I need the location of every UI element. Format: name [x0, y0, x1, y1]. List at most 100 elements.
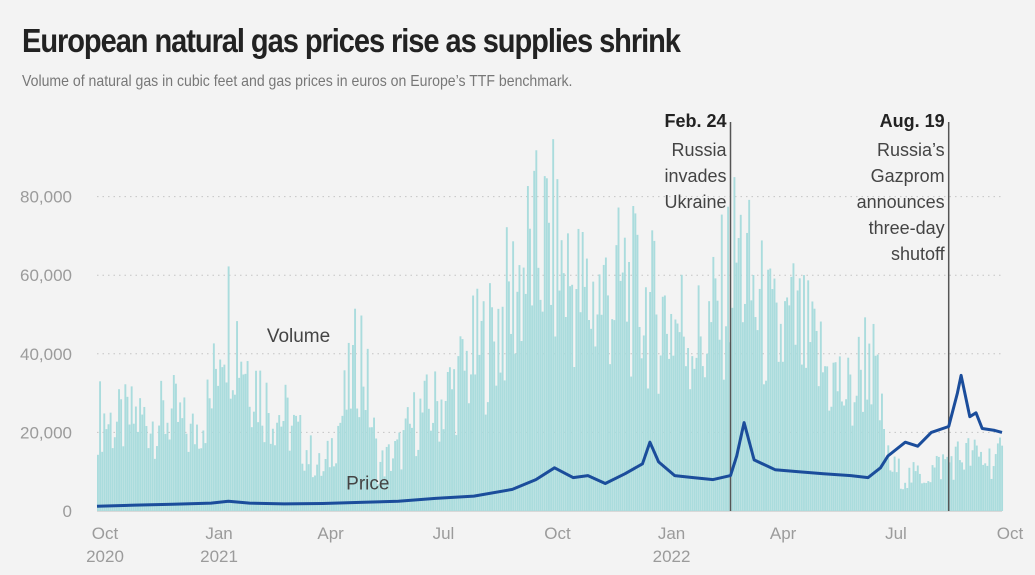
- volume-bar: [153, 458, 156, 511]
- volume-bar: [590, 328, 593, 511]
- volume-bar: [727, 206, 730, 511]
- volume-bar: [910, 482, 913, 511]
- volume-bar: [301, 463, 304, 511]
- volume-bar: [495, 385, 498, 511]
- volume-bar: [282, 420, 285, 511]
- volume-bar: [902, 489, 904, 511]
- volume-bar: [607, 295, 609, 511]
- volume-bar: [973, 439, 976, 511]
- volume-bar: [309, 435, 312, 511]
- volume-bar: [274, 445, 276, 511]
- volume-bar: [518, 265, 521, 511]
- volume-bar: [261, 425, 264, 511]
- volume-bar: [697, 285, 700, 511]
- volume-bar: [912, 462, 915, 511]
- volume-bar: [328, 467, 331, 511]
- volume-bar: [929, 482, 932, 511]
- volume-bar: [990, 478, 993, 511]
- volume-bar: [862, 411, 864, 511]
- volume-bar: [97, 454, 99, 511]
- volume-bar: [828, 410, 831, 511]
- volume-bar: [149, 433, 152, 511]
- volume-bar: [482, 301, 485, 511]
- volume-bar: [448, 367, 451, 511]
- volume-bar: [883, 429, 886, 511]
- volume-bar: [442, 429, 445, 511]
- volume-bar: [918, 473, 921, 511]
- y-tick-label: 60,000: [20, 266, 72, 285]
- annotation-text-line: shutoff: [891, 244, 946, 264]
- volume-bar: [368, 427, 371, 511]
- volume-bar: [493, 341, 496, 511]
- volume-bar: [781, 361, 784, 511]
- volume-bar: [360, 315, 363, 511]
- volume-bar: [609, 364, 612, 511]
- volume-bar: [927, 481, 930, 511]
- volume-bar: [465, 350, 468, 511]
- volume-bar: [362, 386, 365, 511]
- volume-bar: [354, 308, 357, 511]
- volume-bar: [345, 409, 348, 511]
- volume-bar: [290, 425, 293, 511]
- volume-bar: [263, 442, 266, 511]
- volume-bar: [575, 289, 578, 511]
- volume-bar: [168, 439, 171, 511]
- volume-bar: [170, 408, 173, 511]
- volume-bar: [674, 319, 677, 511]
- volume-bar: [537, 267, 540, 511]
- volume-bar: [429, 430, 432, 511]
- volume-bar: [212, 343, 215, 511]
- volume-bar: [571, 284, 574, 511]
- volume-bar: [992, 466, 995, 511]
- volume-bar: [784, 301, 786, 511]
- volume-bar: [771, 289, 774, 511]
- volume-bar: [499, 372, 502, 511]
- x-tick-year: 2021: [200, 547, 238, 566]
- volume-bar: [158, 425, 161, 511]
- volume-bar: [105, 429, 108, 511]
- volume-bar: [878, 420, 881, 511]
- volume-bar: [463, 370, 466, 511]
- volume-bar: [358, 417, 361, 511]
- volume-bar: [383, 476, 386, 511]
- volume-bar: [250, 427, 253, 511]
- x-tick-label: Jul: [885, 524, 907, 543]
- volume-bar: [461, 339, 464, 511]
- volume-bar: [977, 456, 980, 511]
- volume-bar: [236, 321, 238, 511]
- volume-bar: [526, 186, 529, 512]
- volume-bar: [602, 264, 605, 511]
- volume-bar: [280, 426, 283, 511]
- volume-bar: [663, 295, 666, 511]
- volume-bar: [219, 359, 222, 511]
- volume-bar: [691, 356, 694, 511]
- volume-bar: [396, 439, 399, 511]
- volume-bar: [649, 292, 652, 511]
- volume-bar: [843, 405, 845, 511]
- volume-bar: [385, 446, 388, 511]
- volume-bar: [982, 464, 985, 511]
- volume-bar: [887, 445, 890, 511]
- volume-bar: [628, 261, 630, 511]
- volume-bar: [210, 408, 213, 511]
- volume-bar: [710, 322, 713, 511]
- volume-bar: [457, 356, 460, 511]
- volume-bar: [459, 336, 462, 511]
- volume-bar: [408, 423, 411, 511]
- volume-bar: [177, 421, 179, 511]
- volume-bar: [436, 401, 439, 511]
- volume-bar: [946, 456, 949, 511]
- volume-bar: [744, 303, 746, 511]
- volume-bar: [874, 355, 877, 511]
- volume-bar: [193, 444, 196, 511]
- volume-bar: [404, 418, 407, 511]
- volume-bar: [217, 385, 220, 511]
- volume-bar: [379, 461, 382, 511]
- volume-bar: [558, 290, 561, 511]
- volume-bar: [773, 278, 776, 511]
- volume-bar: [364, 410, 367, 511]
- volume-bar: [103, 413, 106, 511]
- volume-bar: [143, 406, 146, 511]
- volume-bar: [735, 262, 738, 511]
- volume-bar: [560, 240, 563, 511]
